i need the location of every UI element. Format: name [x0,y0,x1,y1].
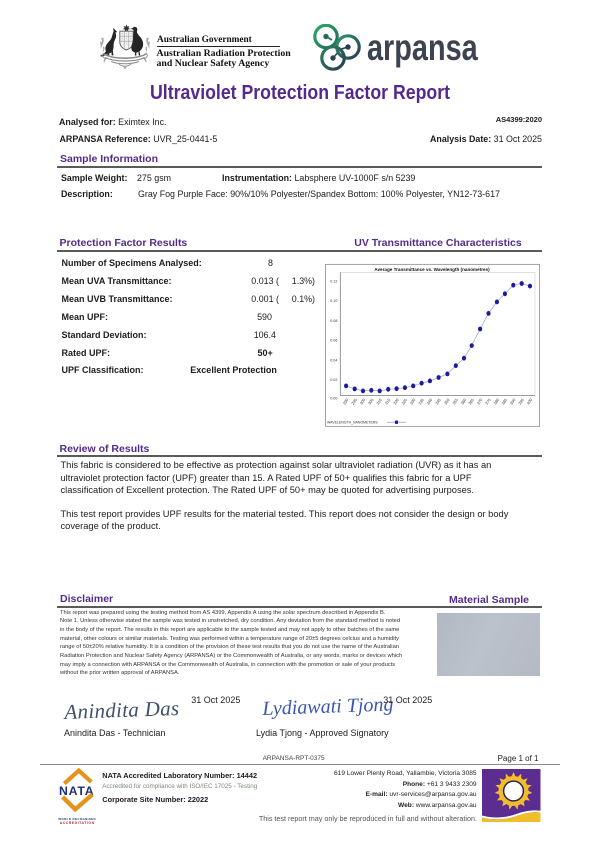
svg-text:0.12: 0.12 [330,280,337,284]
svg-text:WORLD RECOGNISED: WORLD RECOGNISED [58,817,96,821]
svg-text:305: 305 [367,397,375,405]
svg-text:370: 370 [476,397,484,406]
svg-text:ACCREDITATION: ACCREDITATION [60,821,95,825]
svg-text:320: 320 [392,397,400,406]
svg-text:400: 400 [525,397,533,406]
svg-text:310: 310 [375,397,383,406]
svg-text:315: 315 [384,397,392,405]
svg-text:0.08: 0.08 [330,319,337,323]
svg-text:340: 340 [425,397,433,406]
svg-text:300: 300 [358,397,366,406]
svg-text:330: 330 [409,397,417,406]
svg-text:NATA: NATA [59,784,94,798]
svg-text:395: 395 [517,397,525,405]
svg-text:385: 385 [500,397,508,405]
svg-text:0.02: 0.02 [330,378,337,382]
svg-text:0.00: 0.00 [330,397,337,401]
svg-text:295: 295 [350,397,358,405]
svg-text:325: 325 [400,397,408,405]
svg-text:0.06: 0.06 [330,339,337,343]
svg-text:345: 345 [434,397,442,405]
svg-text:WAVELENGTH_NANOMETERS: WAVELENGTH_NANOMETERS [327,421,378,425]
svg-text:350: 350 [443,397,451,406]
svg-text:365: 365 [467,397,475,405]
svg-text:360: 360 [459,397,467,406]
svg-text:390: 390 [509,397,517,406]
svg-text:290: 290 [342,397,350,406]
svg-text:0.10: 0.10 [330,299,337,303]
svg-text:0.04: 0.04 [330,358,337,362]
svg-text:Average Transmittance vs. Wave: Average Transmittance vs. Wavelength (na… [374,267,490,272]
svg-text:380: 380 [492,397,500,406]
svg-text:355: 355 [451,397,459,405]
svg-text:335: 335 [417,397,425,405]
svg-text:375: 375 [484,397,492,405]
